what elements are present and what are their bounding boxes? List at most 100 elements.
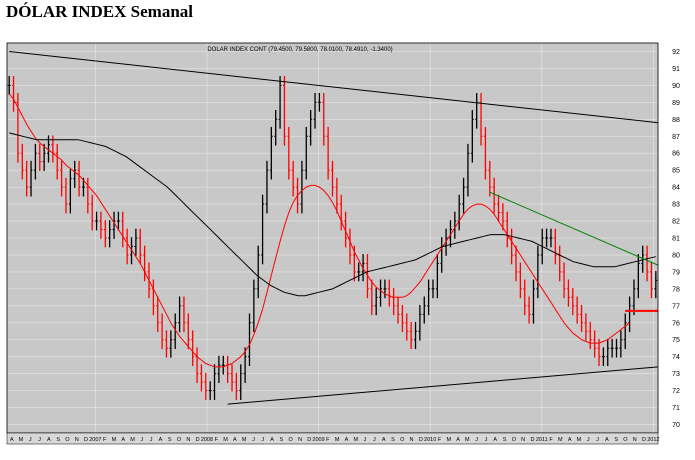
y-tick-label: 90 [672, 83, 680, 90]
x-tick-label: A [233, 437, 237, 443]
x-tick-label: S [280, 437, 284, 443]
x-tick-label: M [223, 437, 228, 443]
y-tick-label: 89 [672, 100, 680, 107]
x-tick-label: M [577, 437, 582, 443]
x-tick-label: J [252, 437, 255, 443]
y-tick-label: 83 [672, 202, 680, 209]
series-layer [6, 42, 659, 434]
y-tick-label: 92 [672, 49, 680, 56]
x-axis: A M J J A S O N D 2007 F M A M J J A S O N D 2008 F M A M J J A S O N D 2… [10, 437, 660, 443]
y-tick-label: 73 [672, 371, 680, 378]
x-tick-label: 2011 [536, 437, 548, 443]
x-tick-label: J [364, 437, 367, 443]
x-tick-label: J [261, 437, 264, 443]
x-tick-label: O [512, 437, 517, 443]
x-tick-label: O [623, 437, 628, 443]
x-tick-label: N [521, 437, 525, 443]
x-tick-label: J [475, 437, 478, 443]
x-tick-label: N [633, 437, 637, 443]
ma-long-line [9, 132, 656, 297]
x-tick-label: M [335, 437, 340, 443]
y-tick-label: 72 [672, 388, 680, 395]
x-tick-label: J [587, 437, 590, 443]
x-tick-label: S [503, 437, 507, 443]
x-tick-label: J [29, 437, 32, 443]
x-tick-label: N [298, 437, 302, 443]
x-tick-label: J [373, 437, 376, 443]
x-tick-label: S [391, 437, 395, 443]
x-tick-label: J [485, 437, 488, 443]
x-tick-label: J [140, 437, 143, 443]
x-tick-label: J [596, 437, 599, 443]
y-tick-label: 86 [672, 151, 680, 158]
y-tick-label: 84 [672, 185, 680, 192]
x-tick-label: M [353, 437, 358, 443]
x-tick-label: S [168, 437, 172, 443]
x-tick-label: A [47, 437, 51, 443]
y-tick-label: 77 [672, 303, 680, 310]
x-tick-label: A [345, 437, 349, 443]
y-tick-label: 85 [672, 168, 680, 175]
y-tick-label: 79 [672, 269, 680, 276]
x-tick-label: D [419, 437, 423, 443]
y-tick-label: 88 [672, 117, 680, 124]
x-tick-label: 2009 [312, 437, 324, 443]
y-tick-label: 76 [672, 320, 680, 327]
y-tick-label: 70 [672, 422, 680, 429]
x-tick-label: M [465, 437, 470, 443]
x-tick-label: M [242, 437, 247, 443]
x-tick-label: A [121, 437, 125, 443]
x-tick-label: A [159, 437, 163, 443]
x-tick-label: A [270, 437, 274, 443]
x-tick-label: A [382, 437, 386, 443]
y-tick-label: 87 [672, 134, 680, 141]
x-tick-label: O [177, 437, 182, 443]
x-tick-label: D [530, 437, 534, 443]
x-axis-strip [6, 432, 659, 445]
y-tick-label: 71 [672, 405, 680, 412]
y-tick-label: 75 [672, 337, 680, 344]
x-tick-label: A [605, 437, 609, 443]
x-tick-label: A [456, 437, 460, 443]
x-tick-label: F [438, 437, 442, 443]
x-tick-label: S [56, 437, 60, 443]
x-tick-label: F [215, 437, 219, 443]
y-tick-label: 91 [672, 66, 680, 73]
x-tick-label: J [38, 437, 41, 443]
y-axis: 70 71 72 73 74 75 76 77 78 79 80 81 82 83 84 85 86 87 88 89… [672, 49, 680, 429]
x-tick-label: M [130, 437, 135, 443]
y-tick-label: 81 [672, 236, 680, 243]
x-tick-label: M [558, 437, 563, 443]
x-tick-label: D [196, 437, 200, 443]
y-tick-label: 82 [672, 219, 680, 226]
page-title: DÓLAR INDEX Semanal [6, 2, 194, 21]
trendline-top [9, 50, 659, 124]
ma-short-line [8, 93, 630, 368]
x-tick-label: M [112, 437, 117, 443]
x-tick-label: F [103, 437, 107, 443]
y-tick-label: 80 [672, 252, 680, 259]
y-tick-label: 74 [672, 354, 680, 361]
x-tick-label: O [289, 437, 294, 443]
x-tick-label: A [493, 437, 497, 443]
x-tick-label: 2010 [424, 437, 436, 443]
x-tick-label: M [19, 437, 24, 443]
x-tick-label: 2012 [647, 437, 659, 443]
x-tick-label: F [549, 437, 553, 443]
x-tick-label: N [410, 437, 414, 443]
x-tick-label: D [642, 437, 646, 443]
x-tick-label: N [186, 437, 190, 443]
x-tick-label: 2007 [89, 437, 101, 443]
x-tick-label: S [614, 437, 618, 443]
x-tick-label: 2008 [201, 437, 213, 443]
x-tick-label: O [65, 437, 70, 443]
trendline-recent [489, 191, 659, 266]
x-tick-label: D [307, 437, 311, 443]
x-tick-label: M [446, 437, 451, 443]
x-tick-label: F [326, 437, 330, 443]
x-tick-label: A [568, 437, 572, 443]
grid [7, 43, 658, 433]
x-tick-label: J [150, 437, 153, 443]
